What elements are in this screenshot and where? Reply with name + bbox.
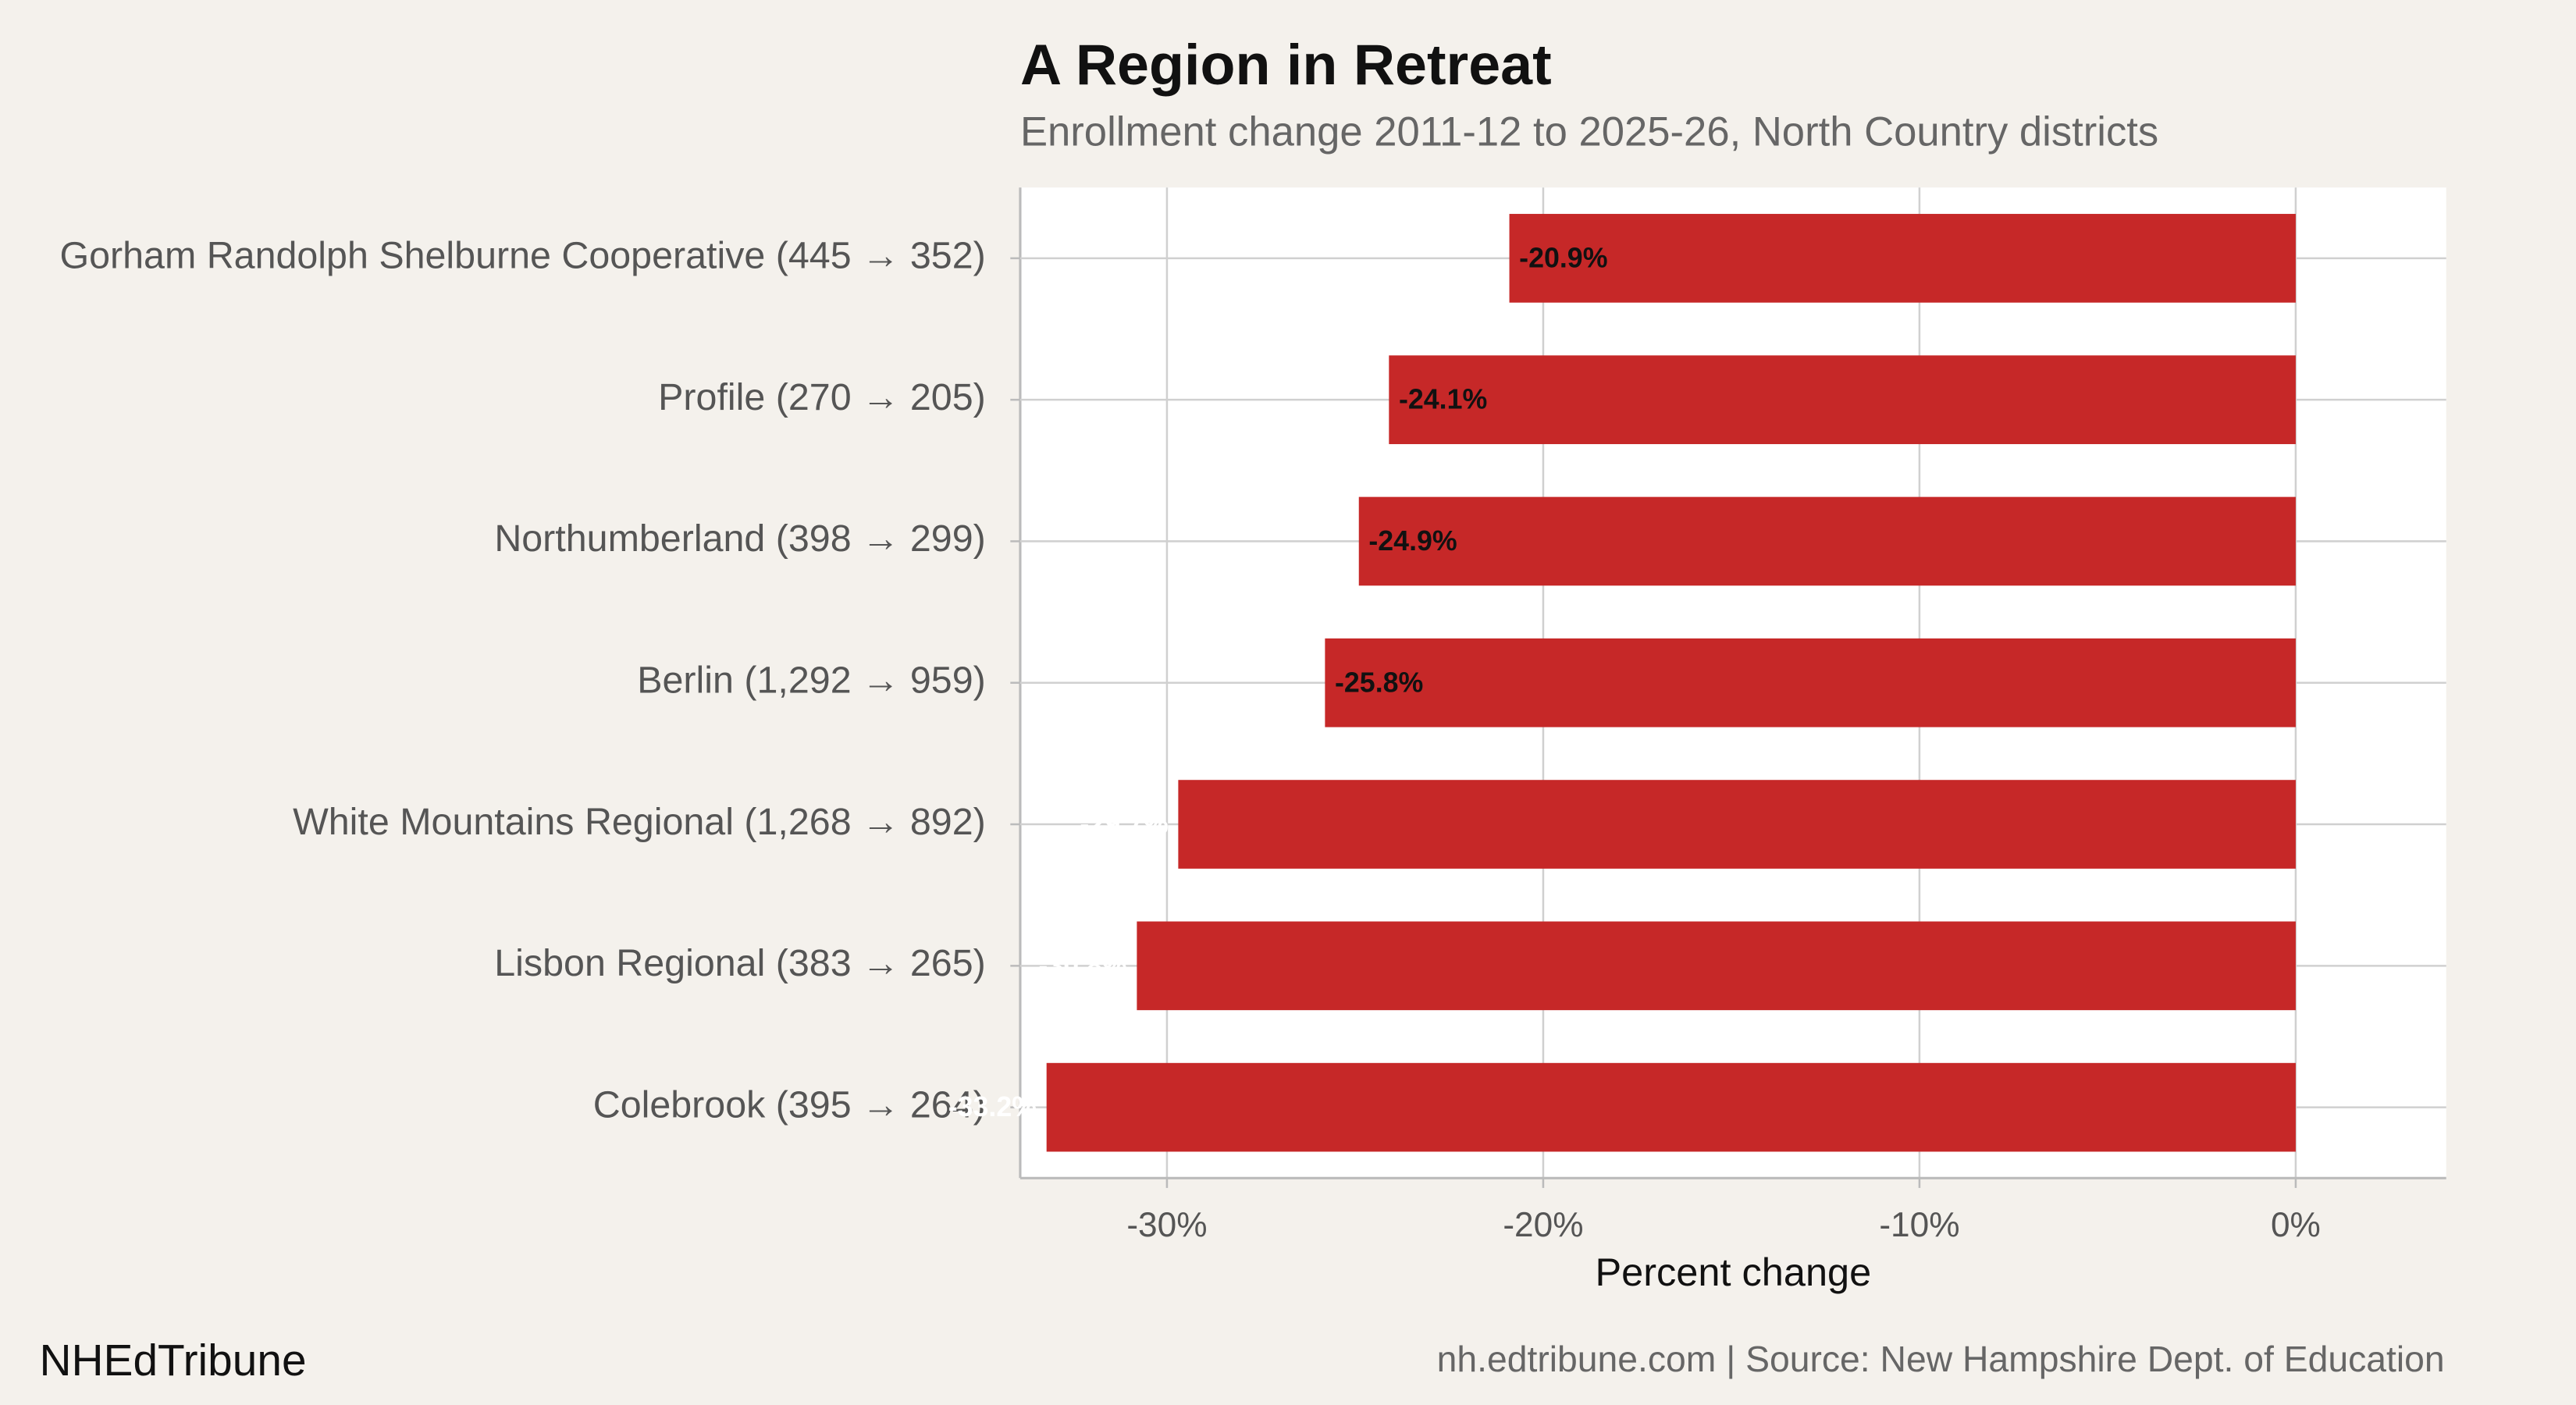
brand: NHEdTribune (40, 1336, 307, 1385)
chart-subtitle: Enrollment change 2011-12 to 2025-26, No… (1020, 109, 2158, 155)
x-tick-label: -30% (1126, 1206, 1207, 1244)
y-tick-label: Profile (270 → 205) (658, 376, 986, 418)
bar (1178, 780, 2296, 869)
value-label: -33.2% (948, 1091, 1037, 1122)
bar (1046, 1062, 2296, 1152)
x-axis-title: Percent change (1595, 1250, 1871, 1294)
value-label: -20.9% (1519, 242, 1607, 273)
x-tick-label: -20% (1503, 1206, 1583, 1244)
bar (1137, 921, 2296, 1011)
y-tick-label: White Mountains Regional (1,268 → 892) (293, 801, 986, 843)
bar (1325, 638, 2296, 727)
chart-title: A Region in Retreat (1020, 32, 1552, 97)
bar (1389, 355, 2296, 444)
value-label: -24.1% (1399, 384, 1487, 415)
y-tick-label: Lisbon Regional (383 → 265) (494, 942, 985, 984)
value-label: -25.8% (1335, 667, 1423, 698)
value-label: -30.8% (1038, 950, 1126, 981)
x-tick-label: 0% (2271, 1206, 2321, 1244)
y-tick-label: Colebrook (395 → 264) (593, 1083, 986, 1126)
y-tick-label: Gorham Randolph Shelburne Cooperative (4… (59, 235, 985, 277)
value-label: -29.7% (1080, 809, 1168, 840)
y-tick-label: Berlin (1,292 → 959) (637, 660, 986, 702)
bar (1358, 496, 2296, 586)
y-tick-label: Northumberland (398 → 299) (494, 518, 985, 560)
x-tick-label: -10% (1879, 1206, 1959, 1244)
value-label: -24.9% (1368, 525, 1457, 557)
source: nh.edtribune.com | Source: New Hampshire… (1437, 1339, 2445, 1379)
bar (1509, 214, 2296, 303)
bars: Gorham Randolph Shelburne Cooperative (4… (59, 214, 2296, 1152)
